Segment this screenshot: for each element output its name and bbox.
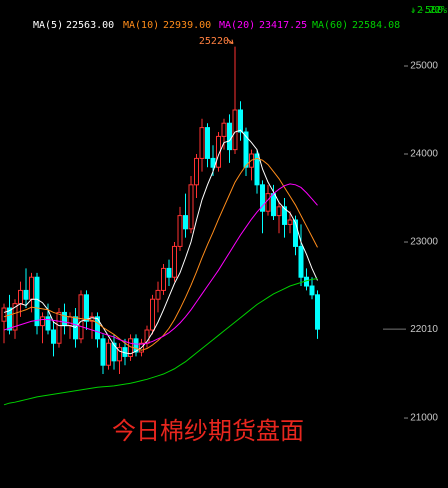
last-price-label: 22010 bbox=[410, 324, 438, 335]
ma-line bbox=[3, 183, 318, 345]
legend-value: 22563.00 bbox=[66, 20, 114, 31]
ma-line bbox=[3, 278, 318, 406]
candle-body bbox=[111, 342, 117, 362]
annotation-arrow bbox=[226, 38, 234, 45]
legend-value: 22939.00 bbox=[163, 20, 211, 31]
caption: 今日棉纱期货盘面 bbox=[112, 417, 304, 445]
candle-body bbox=[155, 289, 161, 300]
candle-body bbox=[199, 127, 205, 159]
legend-value: 22584.08 bbox=[352, 20, 400, 31]
candle-body bbox=[172, 245, 177, 278]
candle-body bbox=[161, 267, 166, 291]
candle-body bbox=[100, 338, 106, 366]
candle-body bbox=[265, 193, 271, 212]
candle-body bbox=[271, 193, 276, 217]
candle-body bbox=[238, 109, 243, 133]
candle-body bbox=[227, 122, 232, 151]
legend-name: MA(10) bbox=[123, 20, 159, 31]
y-tick-label: 23000 bbox=[410, 237, 438, 248]
candle-body bbox=[12, 303, 18, 331]
candle-body bbox=[40, 316, 45, 327]
legend-name: MA(60) bbox=[312, 20, 348, 31]
candle-body bbox=[150, 298, 155, 331]
candle-body bbox=[45, 316, 51, 331]
candle-body bbox=[7, 307, 12, 331]
candle-body bbox=[293, 219, 298, 247]
candle-body bbox=[188, 184, 194, 230]
candle-body bbox=[177, 215, 183, 247]
legend-value: 23417.25 bbox=[259, 20, 307, 31]
candle-body bbox=[106, 342, 111, 366]
candle-body bbox=[166, 267, 172, 278]
y-tick-label: 24000 bbox=[410, 149, 438, 160]
candle-body bbox=[243, 131, 249, 168]
candle-body bbox=[1, 307, 7, 322]
y-tick-label: 21000 bbox=[410, 413, 438, 424]
candle-body bbox=[232, 109, 238, 151]
candle-body bbox=[117, 347, 122, 362]
candle-body bbox=[282, 206, 287, 225]
candle-body bbox=[287, 219, 293, 225]
candle-body bbox=[23, 289, 29, 300]
candle-body bbox=[34, 276, 40, 327]
candle-body bbox=[260, 184, 265, 212]
candle-body bbox=[254, 153, 260, 186]
candle-body bbox=[183, 215, 188, 230]
candle-body bbox=[205, 127, 210, 159]
candle-body bbox=[51, 329, 56, 344]
candle-body bbox=[29, 276, 34, 300]
candle-body bbox=[133, 338, 139, 353]
candle-body bbox=[56, 311, 62, 344]
change-value: -500 bbox=[419, 5, 443, 16]
candle-body bbox=[194, 157, 199, 186]
candle-body bbox=[67, 316, 73, 327]
y-tick-label: 25000 bbox=[410, 61, 438, 72]
legend-name: MA(20) bbox=[219, 20, 255, 31]
candle-body bbox=[315, 294, 320, 330]
candle-body bbox=[84, 294, 89, 322]
change-percent: -2.22% bbox=[411, 5, 447, 16]
candle-body bbox=[210, 157, 216, 168]
candle-body bbox=[78, 294, 84, 340]
candle-body bbox=[89, 316, 95, 322]
candle-body bbox=[276, 206, 282, 217]
candle-body bbox=[298, 245, 304, 278]
legend-name: MA(5) bbox=[33, 20, 63, 31]
ma-line bbox=[3, 129, 318, 355]
candle-body bbox=[216, 135, 221, 168]
annotation-label: 25220 bbox=[199, 36, 229, 47]
candle-body bbox=[95, 316, 100, 340]
change-arrow: ↓ bbox=[410, 5, 416, 16]
candle-body bbox=[221, 122, 227, 137]
candle-body bbox=[62, 311, 67, 327]
candle-body bbox=[18, 289, 23, 305]
candle-body bbox=[309, 285, 315, 296]
